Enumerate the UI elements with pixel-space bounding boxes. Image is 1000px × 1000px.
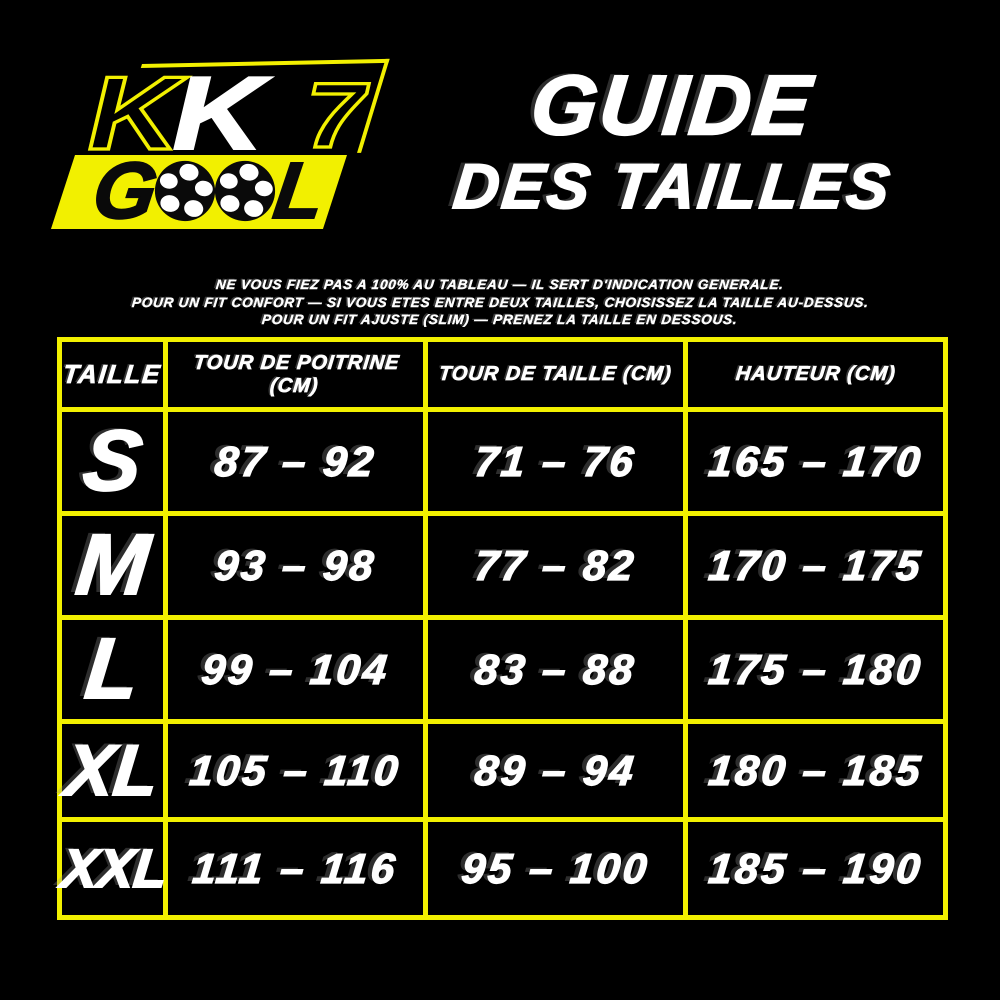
size-value: XL xyxy=(61,730,163,812)
logo-kk-text: KK xyxy=(86,60,265,167)
height-range-cell: 175 – 180 xyxy=(683,615,948,724)
waist-range-value: 71 – 76 xyxy=(472,437,639,485)
disclaimer-line-2: POUR UN FIT CONFORT — SI VOUS ETES ENTRE… xyxy=(130,294,870,310)
disclaimer-line-1: NE VOUS FIEZ PAS A 100% AU TABLEAU — IL … xyxy=(215,277,785,292)
soccer-ball-icon xyxy=(214,160,275,222)
waist-range-value: 95 – 100 xyxy=(459,844,653,892)
chest-range-cell: 99 – 104 xyxy=(163,615,428,724)
chest-range-cell: 111 – 116 xyxy=(163,817,428,920)
chest-range-cell: 93 – 98 xyxy=(163,511,428,620)
size-table: TAILLE TOUR DE POITRINE (CM) TOUR DE TAI… xyxy=(57,337,948,920)
column-header-taille: TAILLE xyxy=(57,337,168,412)
waist-range-value: 83 – 88 xyxy=(472,645,639,693)
brand-logo: KK 7 G xyxy=(0,0,420,250)
chest-range-cell: 105 – 110 xyxy=(163,719,428,822)
column-header-chest: TOUR DE POITRINE (CM) xyxy=(163,337,428,412)
size-value: L xyxy=(80,620,145,718)
logo-k-outline: K xyxy=(86,56,182,172)
chest-range-value: 105 – 110 xyxy=(187,746,404,794)
title-line-2: DES TAILLES xyxy=(449,151,896,223)
waist-range-cell: 95 – 100 xyxy=(423,817,688,920)
height-range-cell: 165 – 170 xyxy=(683,407,948,516)
chest-range-cell: 87 – 92 xyxy=(163,407,428,516)
waist-range-value: 89 – 94 xyxy=(472,746,639,794)
title-line-1: GUIDE xyxy=(526,57,819,154)
chest-range-value: 87 – 92 xyxy=(212,437,379,485)
table-header-row: TAILLE TOUR DE POITRINE (CM) TOUR DE TAI… xyxy=(57,337,948,412)
chest-range-value: 93 – 98 xyxy=(212,541,379,589)
table-row-xl: XL 105 – 110 89 – 94 180 – 185 xyxy=(57,719,948,822)
size-value: S xyxy=(78,412,147,510)
waist-range-value: 77 – 82 xyxy=(472,541,639,589)
column-header-chest-label: TOUR DE POITRINE (CM) xyxy=(192,351,401,397)
size-cell: XXL xyxy=(57,817,171,920)
logo-k-solid: K xyxy=(171,56,265,172)
table-row-xxl: XXL 111 – 116 95 – 100 185 – 190 xyxy=(57,817,948,920)
column-header-height-label: HAUTEUR (CM) xyxy=(734,363,897,386)
column-header-taille-label: TAILLE xyxy=(61,359,164,390)
size-cell: XL xyxy=(57,719,168,822)
chest-range-value: 111 – 116 xyxy=(190,844,401,892)
disclaimer-line-3: POUR UN FIT AJUSTE (SLIM) — PRENEZ LA TA… xyxy=(261,312,739,327)
height-range-value: 185 – 190 xyxy=(705,844,925,892)
waist-range-cell: 83 – 88 xyxy=(423,615,688,724)
column-header-waist-label: TOUR DE TAILLE (CM) xyxy=(438,363,674,386)
logo-letter-l: L xyxy=(267,145,328,236)
height-range-cell: 185 – 190 xyxy=(683,817,948,920)
size-value: XXL xyxy=(58,838,171,900)
height-range-value: 175 – 180 xyxy=(705,645,925,693)
waist-range-cell: 77 – 82 xyxy=(423,511,688,620)
size-cell: M xyxy=(57,511,168,620)
size-cell: L xyxy=(57,615,168,724)
table-row-l: L 99 – 104 83 – 88 175 – 180 xyxy=(57,615,948,724)
logo-number-seven: 7 xyxy=(304,65,367,167)
height-range-cell: 170 – 175 xyxy=(683,511,948,620)
disclaimer: NE VOUS FIEZ PAS A 100% AU TABLEAU — IL … xyxy=(0,276,1000,329)
column-header-waist: TOUR DE TAILLE (CM) xyxy=(423,337,688,412)
page-title: GUIDE DES TAILLES xyxy=(395,57,951,223)
soccer-ball-icon xyxy=(154,160,215,222)
size-cell: S xyxy=(57,407,168,516)
table-row-m: M 93 – 98 77 – 82 170 – 175 xyxy=(57,511,948,620)
size-value: M xyxy=(71,516,155,614)
waist-range-cell: 89 – 94 xyxy=(423,719,688,822)
waist-range-cell: 71 – 76 xyxy=(423,407,688,516)
logo-gool-text: G xyxy=(58,145,358,236)
chest-range-value: 99 – 104 xyxy=(199,645,393,693)
height-range-value: 165 – 170 xyxy=(705,437,925,485)
height-range-value: 180 – 185 xyxy=(705,746,925,794)
logo-letter-g: G xyxy=(87,145,162,236)
column-header-height: HAUTEUR (CM) xyxy=(683,337,948,412)
table-row-s: S 87 – 92 71 – 76 165 – 170 xyxy=(57,407,948,516)
height-range-cell: 180 – 185 xyxy=(683,719,948,822)
height-range-value: 170 – 175 xyxy=(705,541,925,589)
